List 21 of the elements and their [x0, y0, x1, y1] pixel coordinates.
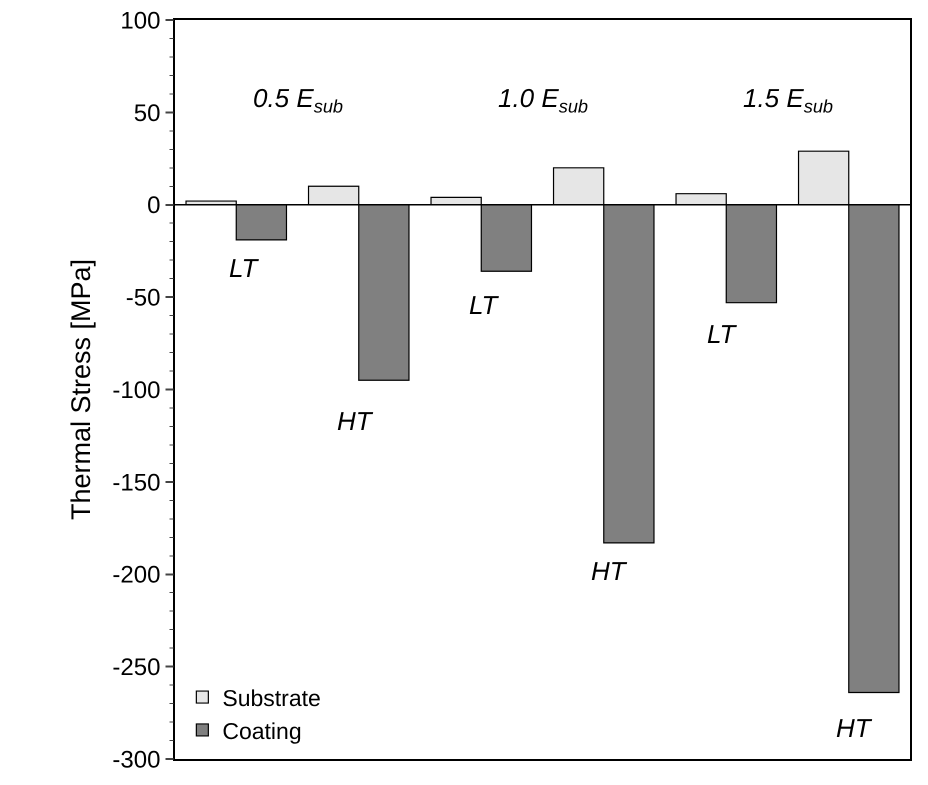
y-tick-label: -150: [112, 469, 160, 496]
annotation: HT: [836, 713, 873, 743]
annotation: LT: [707, 319, 738, 349]
annotation: LT: [229, 253, 260, 283]
y-axis-title: Thermal Stress [MPa]: [66, 258, 96, 520]
annotation: HT: [591, 556, 628, 586]
annotation: HT: [337, 406, 374, 436]
y-tick-label: -300: [112, 746, 160, 774]
legend-label: Coating: [222, 718, 302, 744]
annotation: 1.5 E$_{sub}$: [743, 83, 834, 116]
annotation: 0.5 E$_{sub}$: [253, 83, 344, 116]
legend-label: Substrate: [222, 685, 321, 712]
y-tick-label: 100: [120, 7, 160, 34]
y-tick-label: 50: [134, 100, 160, 127]
annotation: LT: [469, 290, 500, 320]
y-tick-label: -200: [112, 562, 160, 589]
y-tick-label: -250: [112, 654, 160, 682]
y-tick-label: 0: [147, 192, 160, 220]
y-tick-label: -50: [126, 284, 160, 312]
annotation: 1.0 E$_{sub}$: [498, 83, 588, 116]
y-tick-label: -100: [112, 376, 160, 404]
